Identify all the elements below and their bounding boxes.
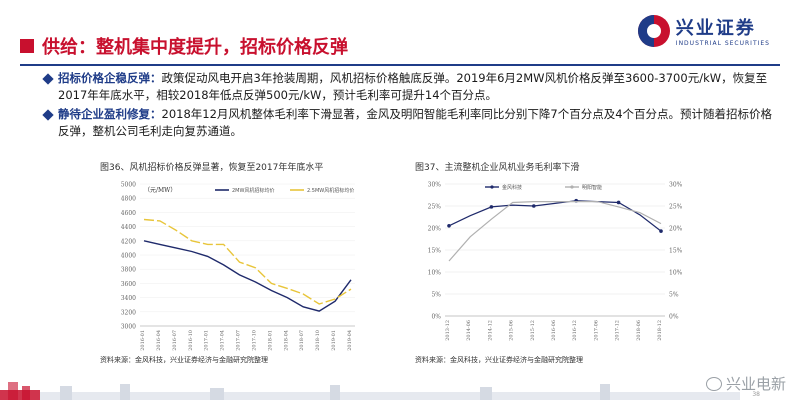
logo-icon <box>637 14 670 47</box>
title-accent <box>20 39 34 53</box>
source-note: 资料来源：金风科技，兴业证券经济与金融研究院整理 <box>100 356 268 364</box>
y-tick-label-left: 20% <box>428 226 442 233</box>
x-tick-label: 2016-01 <box>140 330 146 351</box>
y-tick-label-right: 25% <box>669 204 683 211</box>
legend-label: 明阳智能 <box>582 184 602 191</box>
x-tick-label: 2016-04 <box>156 330 162 351</box>
y-tick-label-left: 5% <box>431 292 441 299</box>
series-line-2 <box>448 201 662 262</box>
title-bar: 供给：整机集中度提升，招标价格反弹 <box>0 28 348 64</box>
data-point <box>447 224 451 228</box>
bullet-heading: 静待企业盈利修复： <box>58 107 162 121</box>
x-tick-label: 2019-04 <box>347 330 353 351</box>
skyline-decoration <box>0 380 800 400</box>
diamond-bullet-icon <box>42 109 54 121</box>
wechat-icon <box>705 376 722 391</box>
x-tick-label: 2017-04 <box>220 330 226 351</box>
price-chart-svg: 5000 4800 4600 4400 4200 4000 3800 3600 3400 3200… <box>121 182 355 351</box>
y-tick-label: 3200 <box>121 309 136 316</box>
y-tick-label: 3600 <box>121 281 136 288</box>
bullet-item: 静待企业盈利修复：2018年12月风机整体毛利率下滑显著，金风及明阳智能毛利率同… <box>42 106 774 140</box>
logo-en-text: INDUSTRIAL SECURITIES <box>675 40 770 47</box>
x-tick-label: 2016-10 <box>188 330 194 351</box>
chart-title: 图36、风机招标价格反弹显著，恢复至2017年年底水平 <box>100 163 324 173</box>
bullet-heading: 招标价格企稳反弹： <box>58 71 162 85</box>
legend-label: 2.5MW风机招标均价 <box>307 187 354 194</box>
y-tick-label-left: 10% <box>428 270 442 277</box>
diamond-bullet-icon <box>42 73 54 85</box>
x-tick-label: 2017-01 <box>204 330 210 351</box>
series-line-1 <box>448 200 662 232</box>
y-tick-label: 3800 <box>121 267 136 274</box>
y-tick-label-left: 15% <box>428 248 442 255</box>
x-tick-label: 2013-12 <box>445 320 451 341</box>
chart-title: 图37、主流整机企业风机业务毛利率下滑 <box>415 163 580 173</box>
wechat-name: 兴业电新 <box>725 375 786 393</box>
series-line-2 <box>143 218 352 305</box>
x-tick-label: 2016-12 <box>572 320 578 341</box>
x-tick-label: 2018-01 <box>267 330 273 351</box>
x-tick-label: 2018-04 <box>283 330 289 351</box>
chart-margin: 图37、主流整机企业风机业务毛利率下滑 30% 30% 25% 25% 20% 20% 15… <box>415 160 710 380</box>
y-axis-unit: （元/MW） <box>144 187 176 194</box>
y-tick-label-right: 10% <box>669 270 683 277</box>
y-tick-label-right: 0% <box>669 314 679 321</box>
y-tick-label: 4400 <box>121 224 136 231</box>
page-title: 供给：整机集中度提升，招标价格反弹 <box>42 37 348 58</box>
y-tick-label-left: 0% <box>431 314 441 321</box>
wechat-account: 兴业电新 <box>705 373 786 394</box>
data-point <box>616 200 621 205</box>
x-tick-label: 2015-12 <box>530 320 536 341</box>
company-logo: 兴业证券 INDUSTRIAL SECURITIES <box>637 14 770 47</box>
x-tick-label: 2014-12 <box>487 320 493 341</box>
logo-cn-text: 兴业证券 <box>675 18 756 39</box>
bullet-text: 2018年12月风机整体毛利率下滑显著，金风及明阳智能毛利率同比分别下降7个百分… <box>58 107 773 138</box>
y-tick-label-right: 15% <box>669 248 683 255</box>
x-tick-label: 2017-06 <box>593 320 599 341</box>
y-tick-label-right: 30% <box>669 182 683 189</box>
x-tick-label: 2018-12 <box>657 320 663 341</box>
x-tick-label: 2019-01 <box>331 330 337 351</box>
chart-price: 图36、风机招标价格反弹显著，恢复至2017年年底水平 5000 4800 4600… <box>100 160 440 380</box>
data-point <box>659 229 663 233</box>
y-tick-label-left: 25% <box>428 204 442 211</box>
x-tick-label: 2017-07 <box>236 330 242 351</box>
title-divider <box>20 64 780 66</box>
x-tick-label: 2018-06 <box>636 320 642 341</box>
x-tick-label: 2016-07 <box>172 330 178 351</box>
x-tick-label: 2016-06 <box>551 320 557 341</box>
bullet-text: 政策促动风电开启3年抢装周期，风机招标价格触底反弹。2019年6月2MW风机价格… <box>58 71 768 102</box>
x-tick-label: 2018-10 <box>315 330 321 351</box>
legend-label: 金风科技 <box>502 184 522 191</box>
source-note: 资料来源：金风科技，兴业证券经济与金融研究院整理 <box>415 356 583 364</box>
y-tick-label: 4000 <box>121 253 136 260</box>
x-tick-label: 2014-06 <box>466 320 472 341</box>
x-tick-label: 2017-10 <box>251 330 257 351</box>
legend-label: 2MW风机招标均价 <box>232 187 274 194</box>
bullet-item: 招标价格企稳反弹：政策促动风电开启3年抢装周期，风机招标价格触底反弹。2019年… <box>42 70 774 104</box>
legend-marker <box>490 185 494 189</box>
y-tick-label: 4800 <box>121 196 136 203</box>
y-tick-label-left: 30% <box>428 182 442 189</box>
data-point <box>532 204 536 208</box>
data-point <box>489 205 494 209</box>
series-line-1 <box>143 240 352 312</box>
y-tick-label-right: 5% <box>669 292 679 299</box>
x-tick-label: 2018-07 <box>299 330 305 351</box>
x-tick-label: 2017-12 <box>615 320 621 341</box>
y-tick-label: 4600 <box>121 210 136 217</box>
y-tick-label: 3000 <box>121 324 136 331</box>
legend-marker <box>570 185 574 189</box>
bullet-list: 招标价格企稳反弹：政策促动风电开启3年抢装周期，风机招标价格触底反弹。2019年… <box>42 70 774 142</box>
x-tick-label: 2015-06 <box>509 320 515 341</box>
margin-chart-svg: 30% 30% 25% 25% 20% 20% 15% 15% 10% 10% 5% 5% 0% 0% 20… <box>428 182 683 341</box>
y-tick-label-right: 20% <box>669 226 683 233</box>
y-tick-label: 3400 <box>121 295 136 302</box>
page-number: 38 <box>752 391 760 398</box>
y-tick-label: 5000 <box>121 182 136 189</box>
y-tick-label: 4200 <box>121 238 136 245</box>
